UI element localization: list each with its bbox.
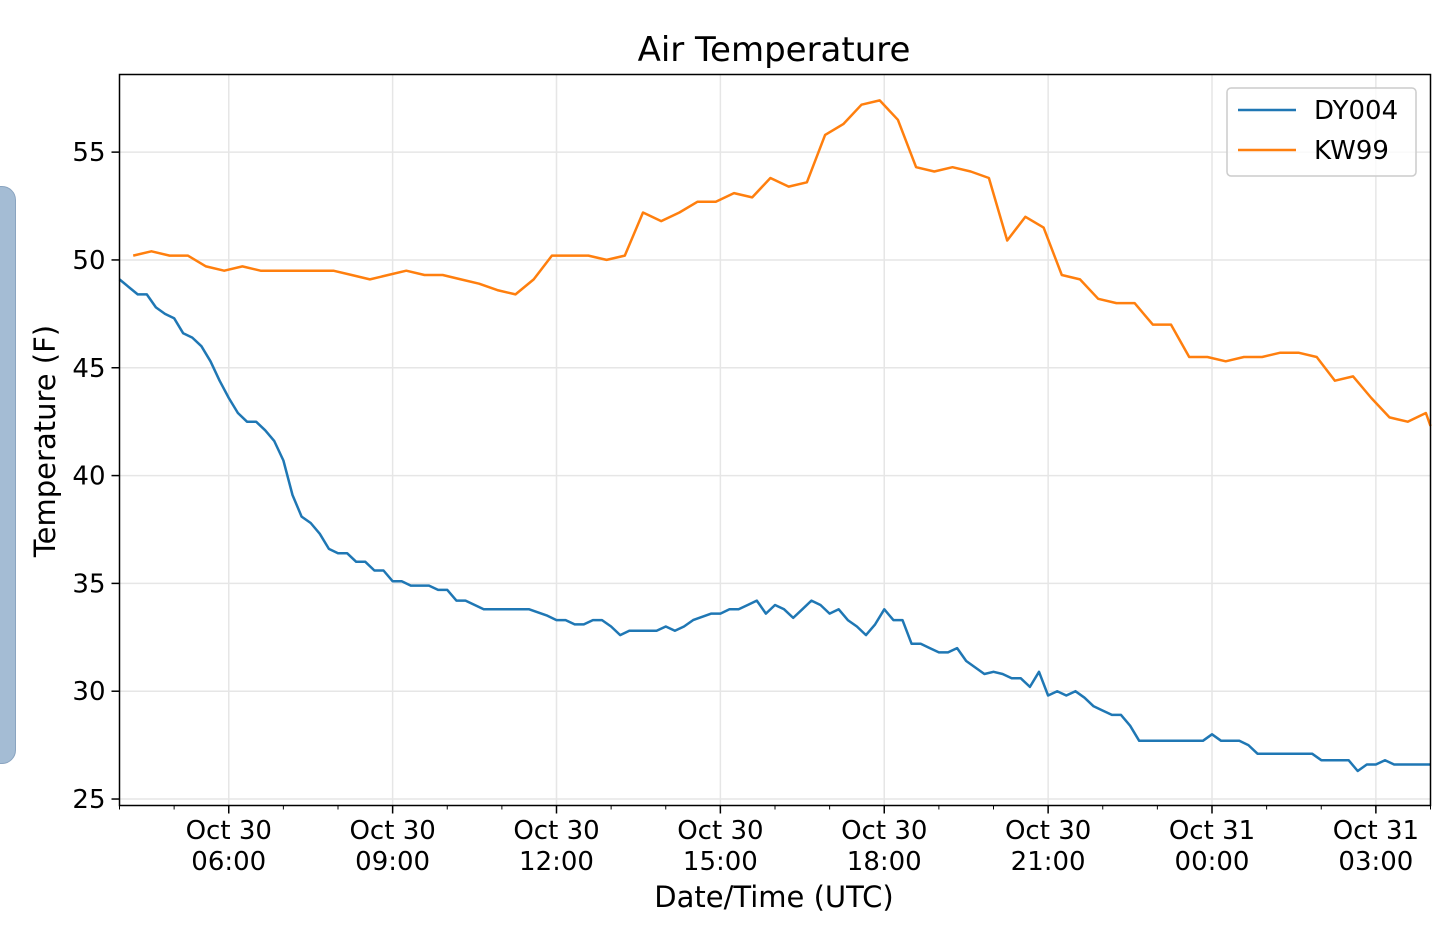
grid-lines — [119, 74, 1431, 806]
y-tick-label: 40 — [72, 462, 105, 492]
plot-frame — [118, 73, 1432, 807]
series-lines — [118, 99, 1432, 773]
x-tick-label-time: 18:00 — [847, 847, 922, 877]
legend-label-kw99: KW99 — [1314, 136, 1389, 166]
x-tick-label-date: Oct 31 — [1333, 816, 1419, 846]
x-tick-label-time: 21:00 — [1011, 847, 1086, 877]
x-tick-label-date: Oct 31 — [1169, 816, 1255, 846]
legend: DY004 KW99 — [1226, 87, 1417, 177]
x-tick-label-date: Oct 30 — [349, 816, 435, 846]
x-tick-label-time: 09:00 — [355, 847, 430, 877]
x-tick-label-date: Oct 30 — [186, 816, 272, 846]
y-axis: 25 30 35 40 45 50 55 — [72, 138, 120, 815]
x-tick-label-date: Oct 30 — [1005, 816, 1091, 846]
y-axis-label: Temperature (F) — [28, 325, 62, 558]
y-tick-label: 50 — [72, 246, 105, 276]
x-tick-label-date: Oct 30 — [677, 816, 763, 846]
y-tick-label: 30 — [72, 677, 105, 707]
legend-label-dy004: DY004 — [1314, 96, 1398, 126]
x-tick-label-date: Oct 30 — [513, 816, 599, 846]
y-tick-label: 35 — [72, 569, 105, 599]
series-line-dy004 — [118, 278, 1431, 773]
chart-title: Air Temperature — [638, 30, 911, 70]
x-tick-label-time: 15:00 — [683, 847, 758, 877]
x-tick-label-time: 03:00 — [1338, 847, 1413, 877]
x-axis-label: Date/Time (UTC) — [654, 880, 893, 914]
x-tick-label-time: 00:00 — [1175, 847, 1250, 877]
x-tick-label-time: 12:00 — [519, 847, 594, 877]
series-line-kw99 — [132, 99, 1432, 427]
y-tick-label: 55 — [72, 138, 105, 168]
y-tick-label: 25 — [72, 785, 105, 815]
x-tick-label-date: Oct 30 — [841, 816, 927, 846]
x-tick-label-time: 06:00 — [191, 847, 266, 877]
y-tick-label: 45 — [72, 354, 105, 384]
